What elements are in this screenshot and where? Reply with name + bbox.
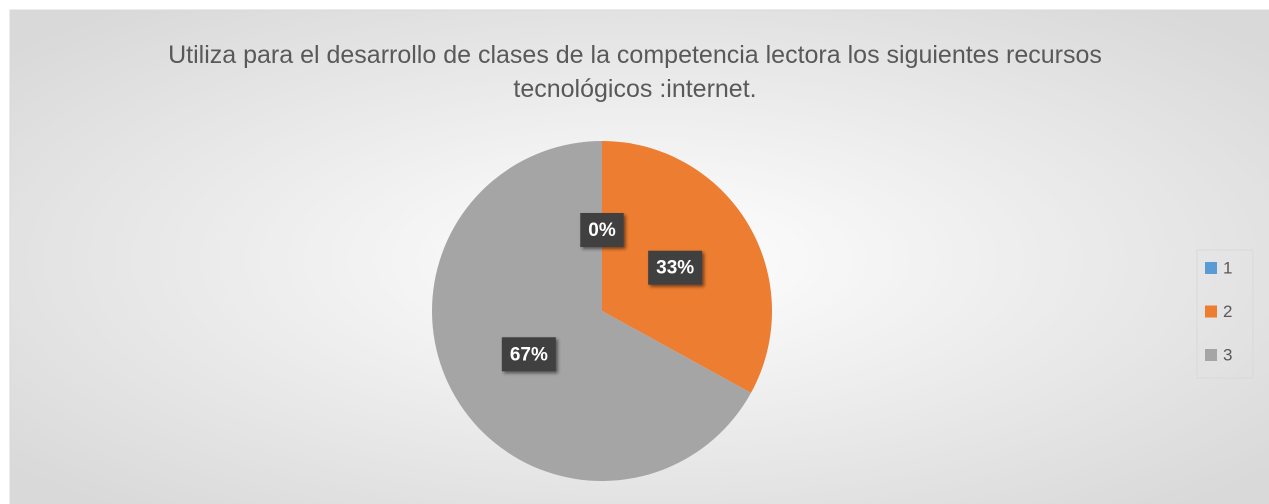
- legend-box: [1196, 249, 1254, 379]
- data-label: 33%: [648, 250, 703, 285]
- data-label: 67%: [501, 337, 556, 372]
- pie-slice: [431, 141, 751, 481]
- data-label: 0%: [580, 213, 624, 247]
- data-label-box: [580, 213, 624, 247]
- data-label-text: 33%: [656, 258, 694, 279]
- legend-label: 2: [1223, 302, 1232, 321]
- data-label-box: [501, 337, 556, 372]
- data-label-text: 0%: [588, 220, 616, 241]
- legend-swatch: [1205, 305, 1217, 318]
- legend-swatch: [1205, 349, 1217, 361]
- legend-label: 3: [1223, 345, 1232, 364]
- legend-label: 1: [1223, 258, 1232, 277]
- chart-title: Utiliza para el desarrollo de clases de …: [168, 41, 1102, 103]
- legend-swatch: [1205, 262, 1217, 274]
- data-label-text: 67%: [510, 344, 548, 365]
- data-label-box: [648, 250, 703, 285]
